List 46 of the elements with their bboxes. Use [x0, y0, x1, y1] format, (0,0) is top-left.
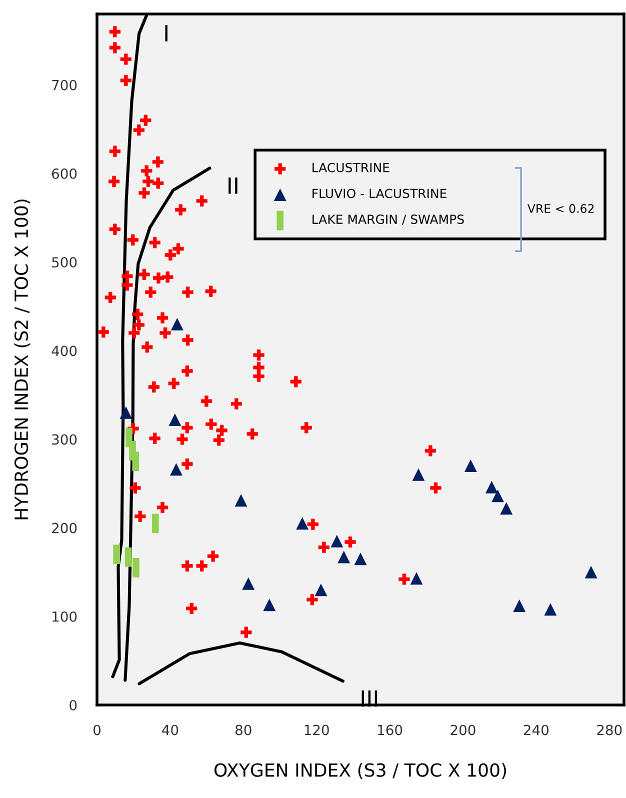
x-tick-label: 80: [235, 724, 252, 736]
legend-label: FLUVIO - LACUSTRINE: [312, 188, 446, 198]
y-tick-label: 400: [52, 346, 77, 356]
x-axis-title: OXYGEN INDEX (S3 / TOC X 100): [214, 762, 506, 779]
y-tick-label: 700: [52, 80, 77, 90]
point: [234, 494, 248, 507]
point: [263, 598, 276, 612]
point: [170, 318, 184, 330]
x-tick-label: 40: [162, 724, 178, 736]
point: [242, 577, 255, 590]
x-tick-label: 160: [378, 724, 402, 736]
y-tick-label: 600: [52, 168, 77, 179]
point: [513, 600, 526, 612]
x-tick-label: 200: [450, 724, 476, 736]
point: [296, 517, 309, 530]
point: [170, 463, 182, 476]
point: [330, 534, 344, 548]
legend-label: LACUSTRINE: [312, 162, 390, 172]
annotation: VRE < 0.62: [527, 204, 594, 213]
point: [338, 550, 350, 564]
point: [410, 572, 423, 585]
y-tick-label: 100: [52, 611, 77, 622]
y-axis-title: HYDROGEN INDEX (S2 / TOC X 100): [14, 200, 30, 520]
x-tick-label: 240: [524, 724, 548, 736]
y-tick-label: 0: [70, 700, 77, 710]
point: [354, 552, 367, 566]
point: [584, 566, 598, 578]
line-series: [138, 641, 344, 686]
x-tick-label: 120: [304, 724, 329, 736]
point: [314, 584, 328, 596]
point: [120, 406, 132, 419]
y-tick-label: 500: [52, 257, 77, 268]
point: [491, 490, 504, 502]
x-tick-label: 280: [597, 724, 622, 736]
point: [500, 502, 513, 515]
annotation: I: [165, 25, 168, 42]
point: [464, 460, 477, 472]
annotation: II: [228, 178, 238, 194]
y-tick-label: 300: [52, 434, 77, 445]
point: [544, 603, 557, 616]
x-tick-label: 0: [93, 724, 100, 736]
point: [412, 468, 425, 481]
legend-label: LAKE MARGIN / SWAMPS: [312, 214, 464, 225]
y-tick-label: 200: [52, 522, 77, 534]
point: [485, 480, 498, 494]
point: [168, 413, 182, 426]
